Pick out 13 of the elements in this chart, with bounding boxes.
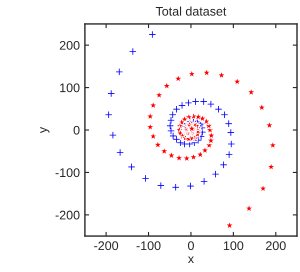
y-tick-label: 100: [60, 83, 80, 92]
x-tick-label: 0: [188, 241, 194, 250]
x-tick-label: -100: [136, 241, 161, 250]
x-axis-title: x: [188, 256, 194, 264]
y-axis-title: y: [40, 126, 50, 134]
y-tick-label: -200: [56, 210, 80, 220]
y-tick-label: 200: [60, 40, 80, 50]
y-tick-label: 0: [74, 126, 80, 135]
chart-title: Total dataset: [156, 6, 226, 16]
x-tick-label: -200: [94, 241, 118, 250]
y-tick-label: -100: [56, 168, 80, 178]
x-tick-label: 100: [224, 241, 244, 250]
x-tick-label: 200: [266, 241, 286, 250]
